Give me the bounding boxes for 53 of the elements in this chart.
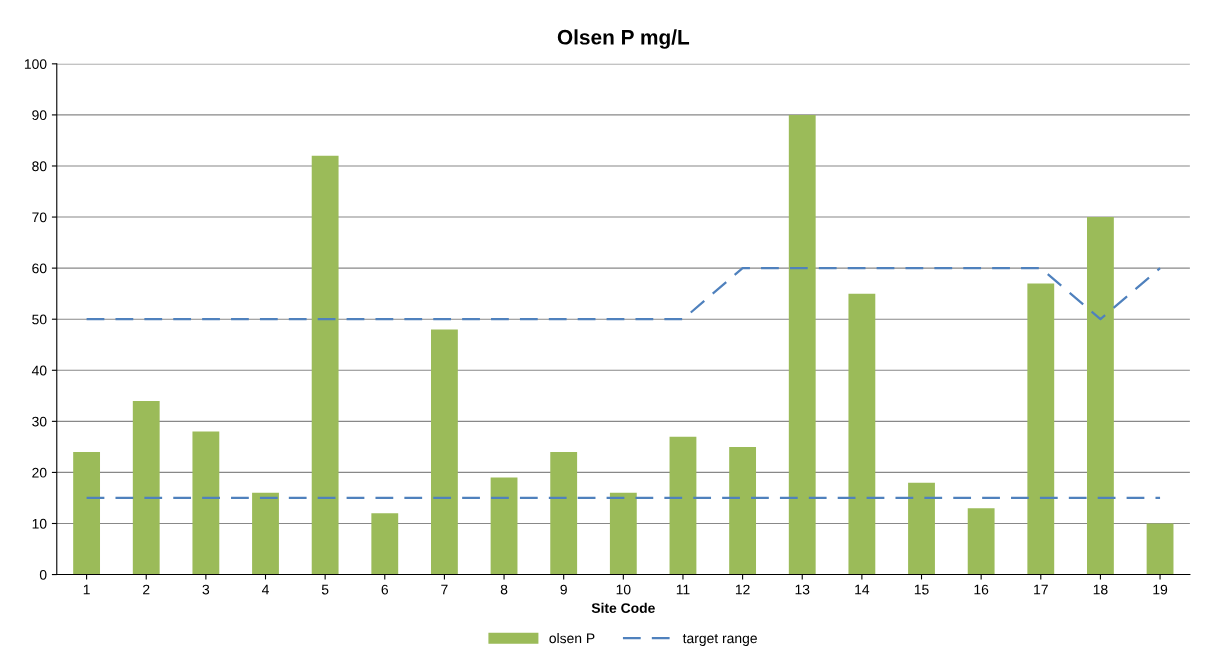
y-tick-label: 30 (32, 416, 47, 427)
bar (550, 451, 578, 575)
x-tick-label: 9 (560, 584, 567, 595)
x-tick-label: 4 (261, 584, 269, 595)
bar (967, 508, 995, 575)
bar (609, 492, 637, 575)
bar (431, 329, 458, 575)
bar (192, 431, 220, 575)
x-tick-label: 17 (1034, 584, 1048, 595)
bar (371, 513, 399, 575)
y-tick-label: 20 (32, 467, 47, 478)
x-tick-label: 7 (441, 584, 448, 595)
bar (1087, 217, 1114, 575)
bar (490, 477, 518, 575)
x-tick-label: 19 (1153, 584, 1168, 595)
bar (1027, 283, 1055, 575)
bar (729, 446, 757, 575)
bar (848, 293, 876, 575)
y-tick-label: 50 (32, 314, 47, 325)
x-tick-label: 12 (735, 584, 750, 595)
x-tick-label: 18 (1093, 584, 1108, 595)
y-tick-label: 0 (39, 569, 47, 580)
bar (311, 155, 339, 575)
y-tick-label: 10 (32, 518, 47, 529)
y-tick-label: 90 (32, 110, 47, 121)
y-tick-label: 100 (24, 59, 47, 70)
bar (788, 114, 816, 575)
chart-title: Olsen P mg/L (557, 29, 690, 49)
legend-label: target range (682, 634, 757, 646)
y-tick-label: 80 (32, 161, 47, 172)
bar (1146, 523, 1174, 575)
x-tick-label: 13 (795, 584, 810, 595)
x-axis-title: Site Code (591, 602, 655, 613)
y-tick-label: 40 (31, 365, 47, 376)
x-tick-label: 6 (381, 584, 389, 595)
x-tick-label: 10 (616, 584, 631, 595)
y-tick-label: 60 (32, 263, 47, 274)
bar (669, 436, 697, 575)
bar (908, 482, 935, 575)
bar (252, 492, 279, 575)
x-tick-label: 15 (914, 584, 929, 595)
y-tick-label: 70 (32, 212, 47, 223)
x-tick-label: 14 (855, 584, 870, 595)
x-tick-label: 11 (676, 584, 690, 595)
x-tick-label: 5 (321, 584, 329, 595)
x-tick-label: 2 (143, 584, 150, 595)
bar (73, 451, 101, 575)
legend-label: olsen P (549, 633, 595, 644)
x-tick-label: 3 (202, 584, 210, 595)
bar (132, 400, 160, 575)
x-tick-label: 16 (974, 584, 989, 595)
x-tick-label: 1 (83, 584, 90, 595)
x-tick-label: 8 (500, 584, 508, 595)
